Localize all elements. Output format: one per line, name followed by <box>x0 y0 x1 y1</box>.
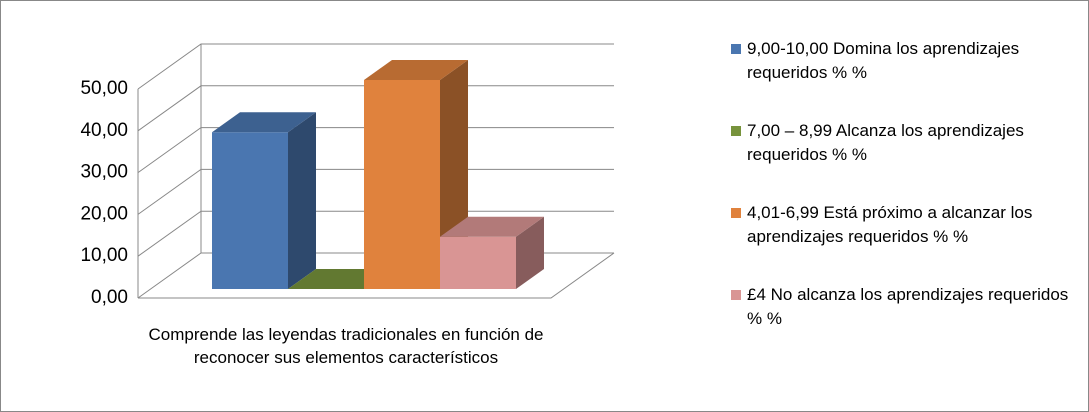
bar-front <box>364 80 440 289</box>
bar <box>212 112 316 289</box>
grid-line <box>137 127 614 174</box>
legend-label: 4,01-6,99 Está próximo a alcanzar los ap… <box>747 203 1033 246</box>
legend-label: £4 No alcanza los aprendizajes requerido… <box>747 285 1069 328</box>
legend-label: 9,00-10,00 Domina los aprendizajes reque… <box>747 39 1020 82</box>
bar-top <box>212 112 316 133</box>
legend-item: 7,00 – 8,99 Alcanza los aprendizajes req… <box>731 119 1076 201</box>
legend-swatch <box>731 126 741 136</box>
bar-side <box>516 216 544 289</box>
bar-top <box>364 60 468 80</box>
bar-front <box>212 132 288 289</box>
legend-swatch <box>731 44 741 54</box>
grid-line <box>137 43 614 90</box>
legend: 9,00-10,00 Domina los aprendizajes reque… <box>731 37 1076 365</box>
y-tick-label: 10,00 <box>80 245 128 266</box>
floor <box>138 252 615 299</box>
bar-side <box>288 112 316 289</box>
grid-line <box>137 210 614 257</box>
legend-label: 7,00 – 8,99 Alcanza los aprendizajes req… <box>747 121 1024 164</box>
legend-item: 9,00-10,00 Domina los aprendizajes reque… <box>731 37 1076 119</box>
y-tick-label: 20,00 <box>80 203 128 224</box>
legend-item: £4 No alcanza los aprendizajes requerido… <box>731 283 1076 365</box>
legend-item: 4,01-6,99 Está próximo a alcanzar los ap… <box>731 201 1076 283</box>
y-tick-label: 0,00 <box>91 287 128 308</box>
y-tick-label: 30,00 <box>80 162 128 183</box>
y-tick-label: 50,00 <box>80 78 128 99</box>
legend-swatch <box>731 290 741 300</box>
category-label: Comprende las leyendas tradicionales en … <box>148 325 544 367</box>
y-tick-label: 40,00 <box>80 120 128 141</box>
bar-front <box>440 236 516 289</box>
grid-line <box>137 168 614 215</box>
bar-top <box>440 216 544 237</box>
bar <box>440 216 544 289</box>
grid-line <box>137 85 614 132</box>
legend-swatch <box>731 208 741 218</box>
